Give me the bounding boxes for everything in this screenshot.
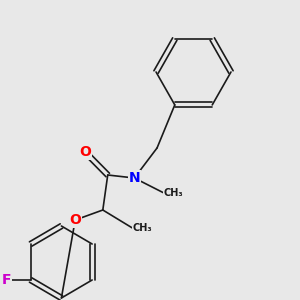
Text: CH₃: CH₃ [132, 223, 152, 233]
Text: O: O [79, 145, 91, 159]
Text: F: F [2, 273, 11, 287]
Text: N: N [128, 171, 140, 185]
Text: O: O [69, 213, 81, 227]
Text: CH₃: CH₃ [164, 188, 184, 198]
